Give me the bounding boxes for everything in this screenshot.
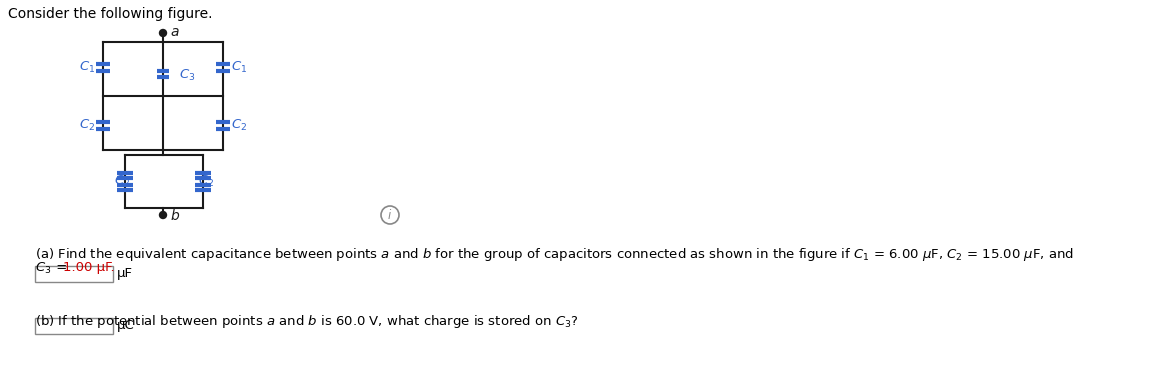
Text: $C_2$: $C_2$ (198, 174, 214, 189)
Circle shape (160, 30, 166, 36)
Text: $C_2$: $C_2$ (231, 118, 247, 132)
FancyBboxPatch shape (35, 266, 113, 282)
FancyBboxPatch shape (35, 318, 113, 334)
Text: $b$: $b$ (170, 209, 180, 223)
Text: $C_3$: $C_3$ (35, 261, 51, 276)
Text: $C_3$: $C_3$ (179, 68, 195, 83)
Circle shape (160, 212, 166, 218)
Text: 1.00 μF.: 1.00 μF. (62, 261, 114, 274)
Text: $C_1$: $C_1$ (79, 60, 95, 74)
Text: $a$: $a$ (170, 25, 179, 39)
Text: $C_2$: $C_2$ (79, 118, 95, 132)
Text: $C_2$: $C_2$ (114, 174, 131, 189)
Text: $C_1$: $C_1$ (231, 60, 247, 74)
Text: =: = (52, 261, 72, 274)
Text: $i$: $i$ (387, 208, 393, 222)
Text: (a) Find the equivalent capacitance between points $a$ and $b$ for the group of : (a) Find the equivalent capacitance betw… (35, 246, 1074, 263)
Text: μC: μC (117, 319, 135, 333)
Text: μF: μF (117, 268, 133, 280)
Text: (b) If the potential between points $a$ and $b$ is 60.0 V, what charge is stored: (b) If the potential between points $a$ … (35, 313, 579, 330)
Text: Consider the following figure.: Consider the following figure. (8, 7, 213, 21)
